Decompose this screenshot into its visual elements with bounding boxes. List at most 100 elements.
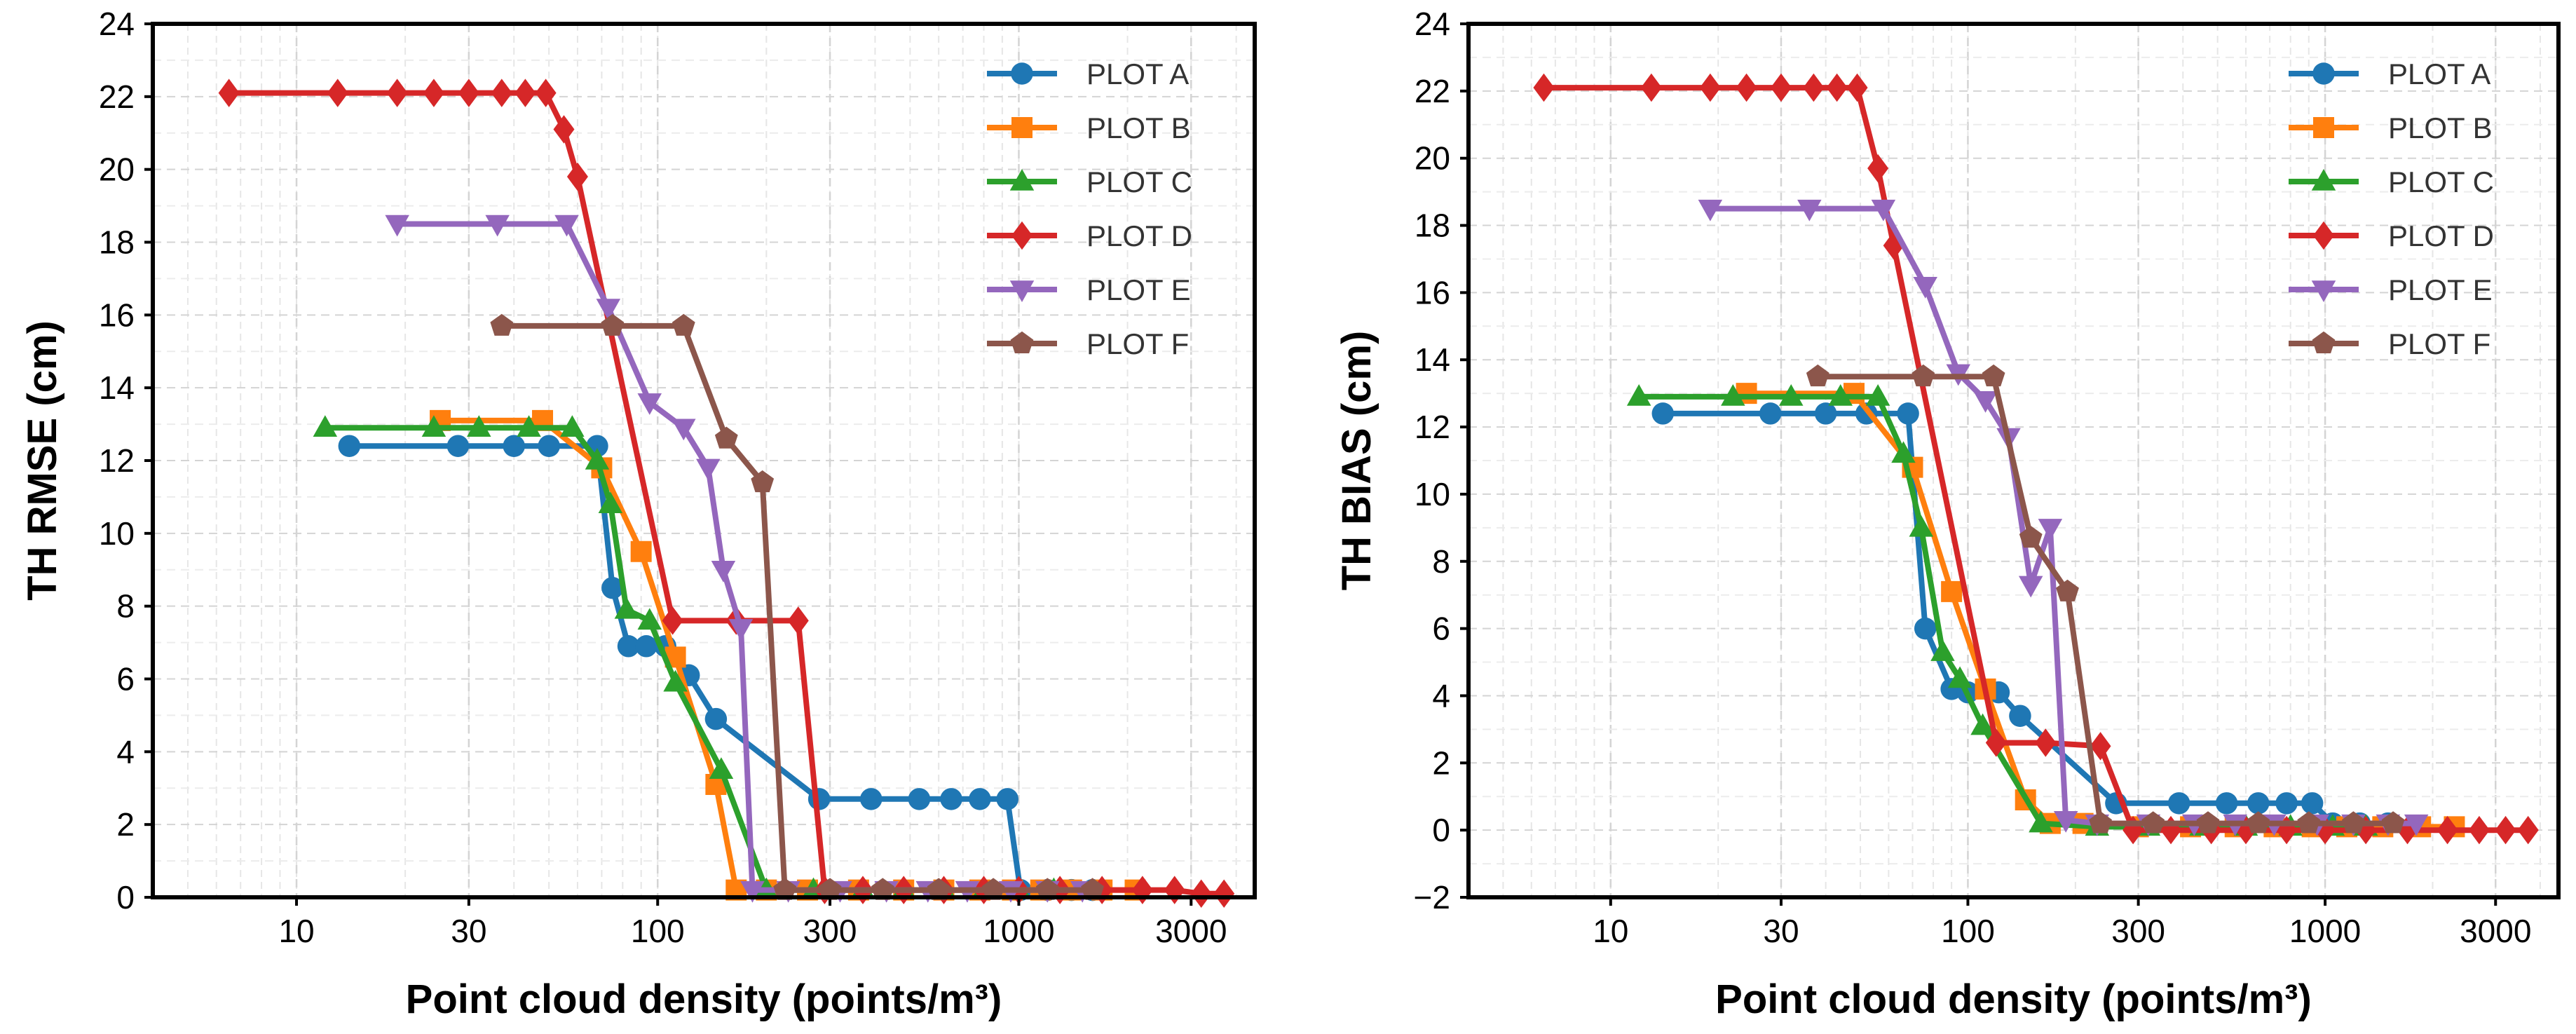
point-plot-f [601, 313, 625, 336]
y-tick-label: 14 [1415, 341, 1450, 378]
y-tick-label: 0 [116, 879, 135, 916]
point-plot-e [2038, 519, 2063, 540]
legend-marker [1009, 169, 1035, 191]
legend-label: PLOT E [2388, 273, 2493, 306]
point-plot-d [1803, 73, 1825, 102]
y-tick-label: 16 [1415, 274, 1450, 311]
point-plot-a [1651, 402, 1675, 425]
point-plot-c [1930, 639, 1955, 661]
point-plot-f [2019, 526, 2043, 548]
point-plot-e [696, 458, 721, 481]
y-tick-label: 8 [116, 588, 135, 625]
point-plot-d [458, 79, 479, 107]
point-plot-c [1828, 383, 1853, 406]
point-plot-c [1891, 441, 1916, 463]
point-plot-d [1985, 728, 2007, 757]
point-plot-f [1911, 364, 1935, 387]
point-plot-e [554, 215, 579, 237]
point-plot-c [467, 415, 491, 437]
point-plot-f [2196, 811, 2220, 834]
point-plot-c [1865, 383, 1890, 406]
point-plot-e [1797, 199, 1822, 222]
legend-item-plot-c: PLOT C [987, 165, 1192, 198]
point-plot-f [1081, 878, 1104, 900]
point-plot-a [338, 435, 361, 457]
x-axis-label: Point cloud density (points/m³) [406, 977, 1002, 1022]
y-axis-label: TH BIAS (cm) [1334, 331, 1379, 591]
point-plot-f [2056, 579, 2079, 601]
point-plot-d [327, 79, 348, 107]
x-tick-label: 30 [451, 913, 486, 949]
x-tick-label: 1000 [983, 913, 1054, 949]
series-plot-f [490, 313, 1104, 900]
point-plot-f [981, 878, 1005, 900]
point-plot-d [514, 79, 536, 107]
x-tick-label: 100 [631, 913, 685, 949]
point-plot-a [996, 788, 1018, 810]
point-plot-f [871, 878, 894, 900]
point-plot-d [535, 79, 557, 107]
legend-item-plot-b: PLOT B [2289, 111, 2493, 144]
point-plot-f [751, 470, 775, 493]
legend-item-plot-d: PLOT D [987, 219, 1192, 252]
legend: PLOT A PLOT B PLOT C PLOT D PLOT E PLOT F [987, 57, 1192, 360]
legend-item-plot-e: PLOT E [2289, 273, 2493, 306]
point-plot-d [662, 606, 683, 635]
y-tick-label: 10 [99, 515, 135, 552]
legend-marker [2313, 221, 2334, 250]
y-tick-label: 2 [1432, 744, 1450, 781]
point-plot-c [517, 415, 541, 437]
point-plot-a [704, 707, 728, 730]
legend-label: PLOT F [2388, 327, 2490, 360]
point-plot-a [617, 635, 640, 658]
y-tick-label: 12 [1415, 409, 1450, 445]
legend-marker [2311, 169, 2336, 191]
x-tick-label: 3000 [1155, 913, 1227, 949]
legend-marker [1011, 221, 1033, 250]
point-plot-d [1640, 73, 1662, 102]
y-tick-label: 20 [99, 151, 135, 188]
legend-item-plot-a: PLOT A [987, 57, 1189, 90]
point-plot-c [2029, 810, 2053, 833]
point-plot-f [2342, 811, 2365, 834]
point-plot-a [447, 435, 470, 457]
legend-label: PLOT B [1086, 111, 1191, 144]
point-plot-e [596, 299, 621, 320]
point-plot-f [490, 313, 514, 336]
point-plot-c [1626, 383, 1651, 406]
point-plot-f [1982, 364, 2005, 387]
point-plot-c [421, 415, 447, 437]
point-plot-d [787, 606, 809, 635]
chart-rmse: 10 30 100 300 1000 3000024681012141618202224P… [20, 6, 1257, 1022]
point-plot-c [637, 608, 662, 630]
legend-marker [2313, 117, 2334, 138]
point-plot-b [1941, 580, 1963, 602]
legend-marker [1011, 62, 1033, 85]
point-plot-e [385, 215, 409, 237]
y-tick-label: 18 [1415, 208, 1450, 244]
point-plot-a [2167, 792, 2190, 815]
legend-label: PLOT F [1086, 327, 1189, 360]
axes-frame [1466, 22, 2561, 899]
point-plot-c [1779, 383, 1804, 406]
point-plot-d [1867, 154, 1889, 183]
legend-label: PLOT D [1086, 219, 1192, 252]
point-plot-d [2035, 728, 2057, 757]
y-tick-label: 4 [116, 733, 135, 770]
point-plot-d [553, 115, 575, 144]
point-plot-e [2018, 576, 2043, 598]
legend-label: PLOT E [1086, 273, 1191, 306]
legend-label: PLOT D [2388, 219, 2494, 252]
y-tick-label: 10 [1415, 476, 1450, 512]
x-tick-label: 10 [1593, 913, 1628, 949]
y-tick-label: 12 [99, 442, 135, 479]
point-plot-a [1759, 402, 1782, 425]
point-plot-e [637, 393, 662, 415]
point-plot-d [491, 79, 512, 107]
point-plot-d [1736, 73, 1757, 102]
point-plot-c [1721, 383, 1745, 406]
y-tick-label: 6 [1432, 611, 1450, 647]
point-plot-f [714, 426, 738, 449]
y-tick-label: 2 [116, 806, 135, 843]
y-tick-label: 20 [1415, 140, 1450, 177]
